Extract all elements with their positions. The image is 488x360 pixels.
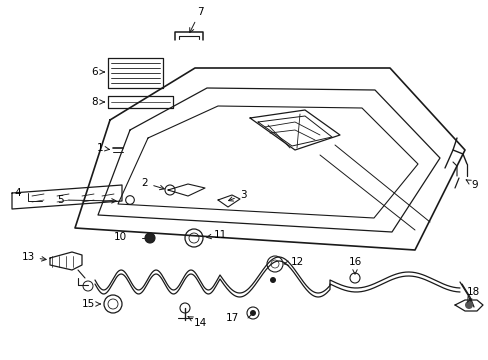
Text: 13: 13	[21, 252, 46, 262]
Text: 11: 11	[206, 230, 226, 240]
Circle shape	[249, 310, 256, 316]
Text: 6: 6	[92, 67, 104, 77]
Text: 16: 16	[347, 257, 361, 274]
Circle shape	[269, 277, 275, 283]
Text: 14: 14	[187, 316, 206, 328]
Text: 9: 9	[465, 180, 477, 190]
Text: 10: 10	[113, 232, 126, 242]
Text: 8: 8	[92, 97, 104, 107]
Text: 18: 18	[466, 287, 479, 302]
Text: 17: 17	[225, 313, 238, 323]
Circle shape	[145, 233, 155, 243]
Text: 7: 7	[189, 7, 203, 32]
Circle shape	[464, 301, 472, 309]
Text: 1: 1	[97, 143, 109, 153]
Text: 12: 12	[284, 257, 303, 267]
Text: 2: 2	[142, 178, 164, 190]
Text: 3: 3	[228, 190, 246, 201]
Text: 15: 15	[81, 299, 100, 309]
Text: 5: 5	[57, 195, 116, 205]
Text: 4: 4	[14, 188, 20, 198]
